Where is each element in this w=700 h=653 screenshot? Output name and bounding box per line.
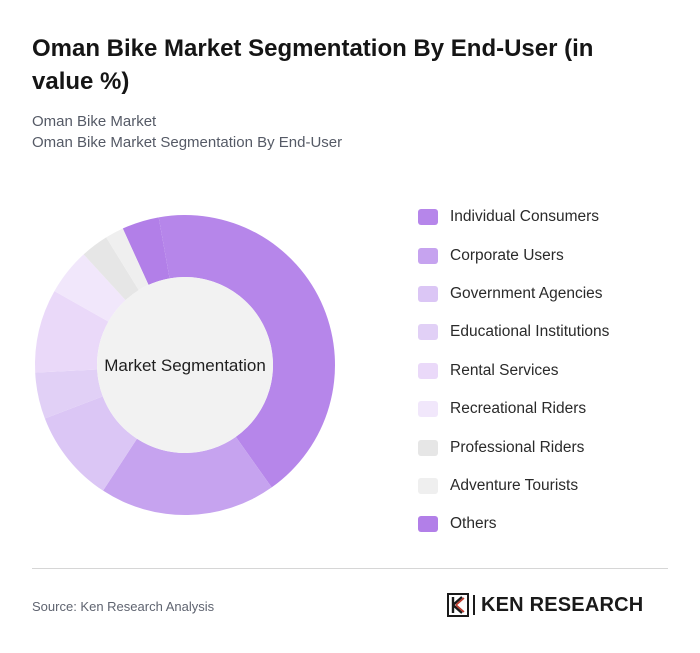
legend-swatch	[418, 401, 438, 418]
donut-slice-educational-institutions	[35, 369, 103, 419]
legend-item-government-agencies: Government Agencies	[418, 275, 688, 313]
donut-slice-others	[122, 217, 170, 285]
legend-label: Others	[450, 515, 497, 533]
legend-label: Government Agencies	[450, 284, 603, 302]
donut-slice-corporate-users	[103, 436, 272, 515]
legend-item-corporate-users: Corporate Users	[418, 236, 688, 274]
legend-label: Professional Riders	[450, 438, 585, 456]
legend-swatch	[418, 362, 438, 379]
legend-label: Individual Consumers	[450, 208, 600, 226]
ken-research-logo-icon	[447, 593, 469, 617]
donut-slice-individual-consumers	[158, 215, 336, 488]
donut-center-label: Market Segmentation	[104, 356, 266, 375]
legend-swatch	[418, 247, 438, 264]
brand-logo: KEN RESEARCH	[447, 592, 643, 618]
footer-divider	[32, 568, 668, 569]
brand-name: KEN RESEARCH	[481, 593, 644, 616]
donut-slice-adventure-tourists	[106, 228, 149, 291]
chart-legend: Individual Consumers Corporate Users Gover…	[418, 198, 688, 544]
legend-swatch	[418, 324, 438, 341]
brand-separator	[473, 595, 475, 615]
chart-subtitle-segmentation: Oman Bike Market Segmentation By End-Use…	[32, 134, 343, 151]
donut-slice-government-agencies	[44, 396, 137, 491]
legend-item-individual-consumers: Individual Consumers	[418, 198, 688, 236]
legend-label: Recreational Riders	[450, 400, 587, 418]
legend-item-others: Others	[418, 505, 688, 543]
donut-slice-recreational-riders	[54, 254, 126, 322]
legend-swatch	[418, 285, 438, 302]
legend-label: Corporate Users	[450, 246, 564, 264]
donut-slice-rental-services	[35, 291, 109, 373]
legend-label: Educational Institutions	[450, 323, 610, 341]
chart-title: Oman Bike Market Segmentation By End-Use…	[32, 35, 594, 95]
legend-item-rental-services: Rental Services	[418, 352, 688, 390]
chart-subtitle-market: Oman Bike Market	[32, 113, 157, 130]
legend-label: Adventure Tourists	[450, 476, 579, 494]
legend-swatch	[418, 516, 438, 533]
source-note: Source: Ken Research Analysis	[32, 599, 215, 614]
donut-slice-professional-riders	[83, 237, 139, 301]
legend-swatch	[418, 439, 438, 456]
legend-swatch	[418, 209, 438, 226]
donut-center	[97, 277, 273, 453]
legend-item-recreational-riders: Recreational Riders	[418, 390, 688, 428]
donut-chart: Market Segmentation	[35, 215, 336, 515]
legend-item-adventure-tourists: Adventure Tourists	[418, 467, 688, 505]
legend-item-professional-riders: Professional Riders	[418, 428, 688, 466]
legend-item-educational-institutions: Educational Institutions	[418, 313, 688, 351]
legend-swatch	[418, 477, 438, 494]
legend-label: Rental Services	[450, 361, 559, 379]
